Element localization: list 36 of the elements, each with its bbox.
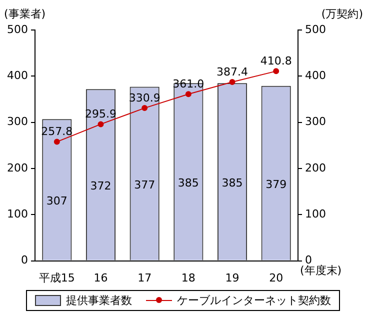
x-tick-label: 19 (225, 271, 240, 284)
y2-tick-label: 300 (305, 115, 326, 128)
x-tick-label: 20 (269, 271, 284, 284)
y-tick-label: 200 (6, 161, 28, 174)
y2-tick-label: 200 (305, 161, 326, 174)
point (54, 138, 60, 145)
data-label: 379 (266, 178, 287, 191)
data-label: 387.4 (216, 65, 248, 78)
x-axis-title: (年度末) (300, 264, 342, 278)
x-tick-label: 16 (94, 271, 108, 284)
y2-tick-label: 400 (305, 69, 326, 82)
data-label: 385 (222, 176, 243, 190)
y-tick-label: 300 (6, 115, 28, 128)
point (142, 105, 148, 112)
data-label: 372 (90, 180, 112, 193)
data-label: 385 (178, 176, 199, 190)
point (273, 68, 280, 74)
y2-axis-title: (万契約) (321, 7, 363, 20)
y-tick-label: 500 (6, 22, 28, 36)
point (98, 121, 104, 128)
y-tick-label: 100 (6, 208, 28, 220)
y2-tick-label: 100 (305, 208, 326, 220)
point (185, 91, 192, 98)
x-tick-label: 17 (138, 271, 152, 284)
x-tick-label: 平成15 (38, 271, 75, 284)
y-axis-title: (事業者) (4, 7, 46, 20)
legend-label: 提供事業者数 (66, 293, 132, 308)
x-tick-label: 18 (181, 271, 196, 284)
data-label: 410.8 (260, 54, 292, 68)
data-label: 307 (46, 194, 68, 208)
y-tick-label: 0 (20, 254, 28, 267)
data-label: 377 (134, 178, 156, 192)
legend-label: ケーブルインターネット契約数 (177, 293, 331, 308)
point (229, 78, 236, 85)
y2-tick-label: 500 (305, 22, 326, 36)
y-tick-label: 400 (6, 69, 28, 82)
